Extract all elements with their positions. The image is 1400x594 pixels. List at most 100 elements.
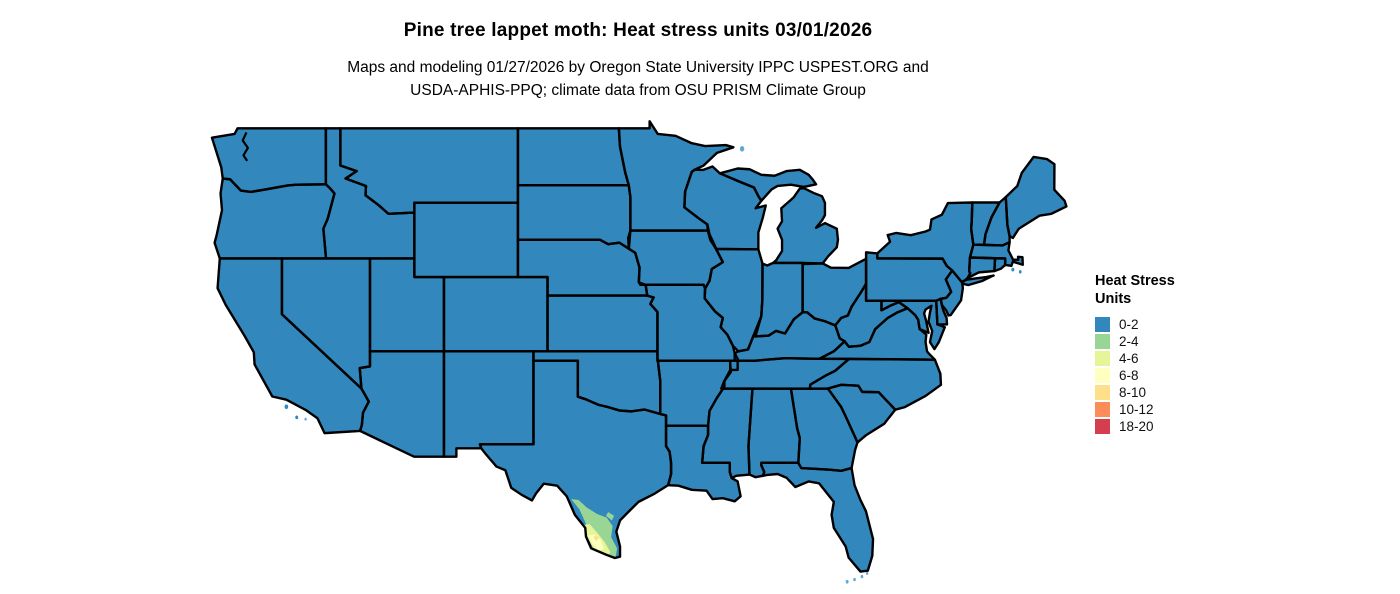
legend-swatch — [1095, 419, 1110, 434]
state-WV — [835, 283, 908, 347]
channel-island — [284, 404, 289, 409]
florida-key — [845, 579, 849, 584]
state-MI — [773, 188, 838, 264]
channel-island — [304, 417, 307, 421]
legend-title-line1: Heat Stress — [1095, 273, 1175, 289]
heat-stress-overlays — [571, 499, 618, 558]
state-SD — [517, 185, 631, 249]
map-subtitle-line2: USDA-APHIS-PPQ; climate data from OSU PR… — [410, 82, 866, 99]
legend-label: 10-12 — [1119, 402, 1154, 417]
state-border-FL — [761, 463, 873, 572]
state-AZ — [359, 351, 444, 457]
legend-swatch — [1095, 334, 1110, 349]
isle-royale — [739, 146, 745, 152]
state-MA — [969, 242, 1023, 266]
florida-key — [865, 571, 869, 575]
state-IN — [755, 262, 803, 337]
legend-item: 6-8 — [1095, 367, 1175, 384]
legend-label: 2-4 — [1119, 334, 1139, 349]
state-IL — [704, 248, 763, 352]
legend-swatch — [1095, 317, 1110, 332]
state-ID — [323, 128, 415, 259]
state-CO — [443, 277, 548, 352]
figure-header: Pine tree lappet moth: Heat stress units… — [0, 20, 1276, 102]
state-KS — [547, 295, 658, 352]
state-NV — [281, 258, 370, 389]
map-subtitle-line1: Maps and modeling 01/27/2026 by Oregon S… — [347, 59, 929, 76]
legend-label: 18-20 — [1119, 419, 1154, 434]
legend-title-line2: Units — [1095, 291, 1132, 307]
puget-sound-icon — [243, 132, 248, 160]
legend-item: 2-4 — [1095, 333, 1175, 350]
state-CA — [217, 258, 369, 434]
state-border-NY-LI — [962, 276, 993, 285]
heat-stress-band-8-10 — [593, 535, 599, 542]
legend-swatch — [1095, 351, 1110, 366]
florida-key — [860, 574, 864, 579]
legend-swatch — [1095, 402, 1110, 417]
state-RI — [994, 258, 1006, 272]
state-TX — [479, 360, 672, 558]
legend-item: 0-2 — [1095, 316, 1175, 333]
state-MN — [618, 121, 734, 231]
state-border-MI-UP — [720, 169, 816, 201]
state-ME — [1005, 156, 1067, 239]
florida-key — [853, 577, 856, 582]
state-MD — [881, 300, 945, 350]
state-ND — [517, 128, 629, 186]
state-border-MD — [881, 301, 944, 349]
state-border-ME — [1006, 157, 1067, 238]
legend-items: 0-2 2-4 4-6 6-8 8-10 10-12 18-20 — [1095, 316, 1175, 435]
state-OR — [214, 178, 335, 259]
map-title: Pine tree lappet moth: Heat stress units… — [403, 20, 873, 41]
legend-label: 6-8 — [1119, 368, 1139, 383]
state-IA — [628, 230, 723, 289]
legend-swatch — [1095, 385, 1110, 400]
state-NM — [443, 351, 534, 457]
heat-stress-band-2-4 — [605, 512, 615, 521]
channel-island — [295, 415, 299, 420]
nantucket — [1018, 270, 1022, 274]
us-choropleth-map — [205, 120, 1075, 592]
state-MT — [340, 128, 518, 214]
map-subtitle: Maps and modeling 01/27/2026 by Oregon S… — [0, 56, 1276, 102]
state-UT — [369, 258, 444, 352]
state-NE — [517, 239, 648, 296]
legend-item: 18-20 — [1095, 418, 1175, 435]
state-border-NJ — [941, 271, 963, 316]
state-border-MI — [773, 188, 838, 263]
legend-label: 8-10 — [1119, 385, 1147, 400]
state-MS — [702, 381, 753, 479]
legend-swatch — [1095, 368, 1110, 383]
legend-item: 4-6 — [1095, 350, 1175, 367]
state-PA — [866, 252, 953, 301]
legend: Heat Stress Units 0-2 2-4 4-6 6-8 8-10 10-12 1… — [1095, 272, 1175, 435]
state-AR — [657, 357, 731, 426]
state-AL — [748, 388, 800, 478]
state-MI-UP — [719, 168, 817, 201]
state-FL — [761, 462, 874, 572]
state-SC — [827, 384, 896, 443]
state-TN — [721, 358, 850, 389]
state-border-TX — [480, 361, 671, 558]
legend-label: 4-6 — [1119, 351, 1139, 366]
state-OK — [533, 351, 661, 414]
state-MO — [640, 284, 738, 370]
legend-label: 0-2 — [1119, 317, 1139, 332]
state-WA — [211, 128, 326, 192]
state-NC — [809, 358, 941, 410]
state-border-NC — [810, 359, 941, 410]
legend-title: Heat Stress Units — [1095, 272, 1175, 308]
state-NY — [877, 202, 974, 283]
state-DE — [936, 298, 948, 325]
legend-item: 10-12 — [1095, 401, 1175, 418]
state-VT — [971, 202, 1000, 245]
marthas-vineyard — [1011, 267, 1015, 272]
state-WI — [684, 166, 766, 250]
heat-stress-band-2-4 — [571, 499, 618, 558]
state-WY — [414, 202, 518, 278]
state-NH — [984, 197, 1010, 246]
legend-item: 8-10 — [1095, 384, 1175, 401]
state-KY — [734, 312, 845, 361]
state-CT — [967, 257, 996, 278]
